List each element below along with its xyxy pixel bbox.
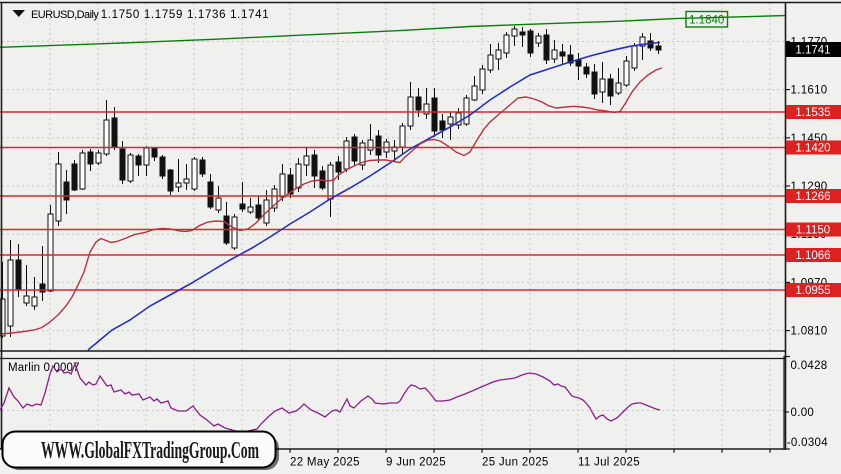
svg-text:1.1066: 1.1066 <box>795 250 830 262</box>
svg-text:1.1150: 1.1150 <box>796 225 830 237</box>
svg-text:1.0955: 1.0955 <box>795 285 830 297</box>
svg-text:-0.0304: -0.0304 <box>787 437 828 449</box>
svg-text:1.1535: 1.1535 <box>795 107 830 119</box>
svg-text:1.0810: 1.0810 <box>791 326 828 338</box>
svg-text:22 May 2025: 22 May 2025 <box>290 457 360 469</box>
svg-text:0.0428: 0.0428 <box>791 360 828 372</box>
svg-text:1.1840: 1.1840 <box>689 15 724 27</box>
svg-text:11 Jul 2025: 11 Jul 2025 <box>578 457 640 469</box>
svg-text:9 Jun 2025: 9 Jun 2025 <box>386 457 446 469</box>
svg-text:1.1266: 1.1266 <box>795 191 830 203</box>
svg-text:WWW.GlobalFXTradingGroup.Com: WWW.GlobalFXTradingGroup.Com <box>41 438 259 464</box>
svg-text:1.1610: 1.1610 <box>791 85 828 97</box>
svg-text:25 Jun 2025: 25 Jun 2025 <box>482 457 549 469</box>
svg-text:1.1741: 1.1741 <box>795 45 830 57</box>
svg-text:Marlin 0.0007: Marlin 0.0007 <box>8 362 80 374</box>
svg-text:1.1750 1.1759 1.1736 1.1741: 1.1750 1.1759 1.1736 1.1741 <box>101 9 270 21</box>
svg-text:1.1420: 1.1420 <box>795 143 830 155</box>
svg-text:EURUSD,Daily: EURUSD,Daily <box>31 9 99 21</box>
svg-text:0.00: 0.00 <box>791 407 815 419</box>
